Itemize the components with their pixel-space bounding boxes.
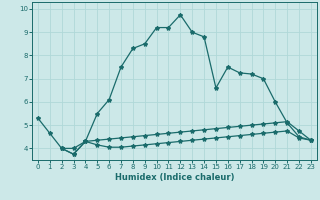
X-axis label: Humidex (Indice chaleur): Humidex (Indice chaleur) (115, 173, 234, 182)
